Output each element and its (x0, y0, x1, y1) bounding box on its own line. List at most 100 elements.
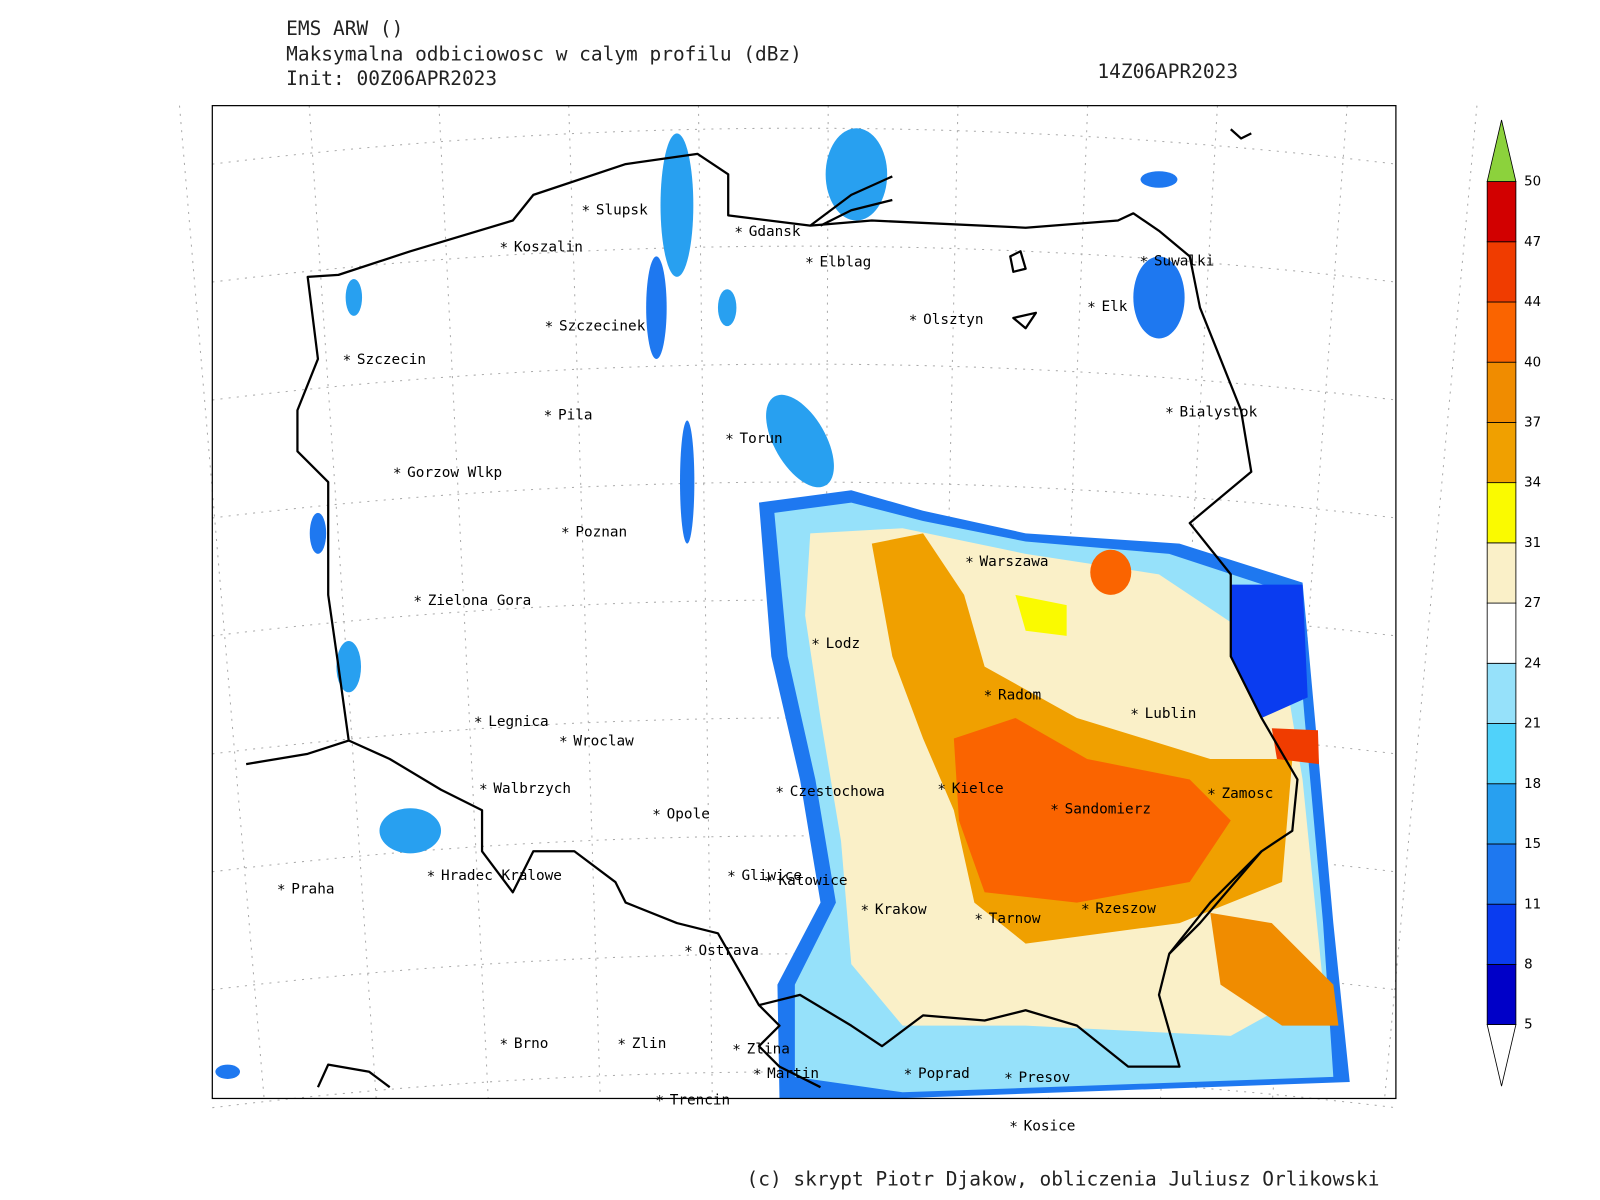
city-marker: * (545, 319, 554, 335)
city-label: Gliwice (742, 868, 802, 884)
graticule-line (697, 105, 713, 1099)
field-title: Maksymalna odbiciowosc w calym profilu (… (286, 43, 802, 66)
city-label: Opole (667, 806, 710, 822)
colorbar-band (1486, 482, 1517, 544)
city-label: Szczecin (357, 352, 426, 368)
graticule-line (178, 105, 265, 1099)
city-label: Hradec Kralowe (441, 868, 562, 884)
colorbar-band (1486, 843, 1517, 905)
city-label: Radom (998, 687, 1041, 703)
reflectivity-field (215, 128, 1350, 1099)
city-marker: * (1050, 802, 1059, 818)
colorbar-label: 31 (1524, 536, 1541, 551)
city-label: Suwalki (1154, 254, 1214, 270)
city-marker: * (734, 225, 743, 241)
city-label: Szczecinek (559, 318, 646, 334)
city-marker: * (909, 313, 918, 329)
colorbar-band (1486, 422, 1517, 484)
valid-time: 14Z06APR2023 (1097, 60, 1238, 83)
colorbar-band (1486, 903, 1517, 965)
colorbar-band (1486, 963, 1517, 1026)
city-label: Elblag (819, 255, 871, 271)
graticule-line (1384, 105, 1478, 1099)
graticule-line (308, 105, 377, 1099)
colorbar-label: 34 (1524, 476, 1541, 491)
colorbar-label: 27 (1524, 596, 1541, 611)
city-marker: * (499, 1037, 508, 1053)
city-label: Czestochowa (790, 784, 885, 800)
city-marker: * (725, 432, 734, 448)
model-title: EMS ARW () (286, 17, 403, 40)
colorbar-band (1486, 361, 1517, 423)
city-label: Torun (739, 431, 782, 447)
colorbar-band (1486, 783, 1517, 845)
city-label: Brno (514, 1036, 549, 1052)
city-marker: * (393, 466, 402, 482)
colorbar-band (1486, 662, 1517, 724)
city-marker: * (965, 555, 974, 571)
city-label: Sandomierz (1065, 801, 1151, 817)
city-marker: * (1165, 405, 1174, 421)
colorbar-label: 50 (1524, 175, 1541, 190)
city-label: Trencin (670, 1093, 730, 1109)
city-label: Gorzow Wlkp (407, 465, 502, 481)
city-marker: * (937, 782, 946, 798)
city-label: Slupsk (596, 202, 648, 218)
graticule-line (438, 105, 489, 1099)
city-marker: * (617, 1037, 626, 1053)
footer-credit: (c) skrypt Piotr Djakow, obliczenia Juli… (747, 1168, 1380, 1191)
city-label: Zielona Gora (428, 593, 532, 609)
city-marker: * (544, 409, 553, 425)
city-marker: * (1139, 255, 1148, 271)
city-label: Legnica (488, 714, 548, 730)
city-marker: * (1087, 300, 1096, 316)
graticule-line (212, 481, 1396, 519)
city-marker: * (727, 869, 736, 885)
city-label: Poprad (918, 1066, 970, 1082)
city-label: Kosice (1024, 1118, 1076, 1134)
city-marker: * (811, 637, 820, 653)
city-label: Martin (767, 1066, 819, 1082)
colorbar-label: 18 (1524, 777, 1541, 792)
colorbar-band (1486, 241, 1517, 303)
city-marker: * (582, 203, 591, 219)
map-frame (211, 105, 1397, 1100)
city-marker: * (984, 689, 993, 705)
colorbar-band (1486, 181, 1517, 243)
city-label: Lublin (1145, 706, 1197, 722)
colorbar-label: 47 (1524, 235, 1541, 250)
city-marker: * (559, 735, 568, 751)
city-label: Praha (291, 881, 334, 897)
city-label: Koszalin (514, 239, 583, 255)
city-marker: * (732, 1042, 741, 1058)
city-label: Bialystok (1179, 404, 1257, 420)
colorbar-label: 24 (1524, 656, 1541, 671)
city-marker: * (427, 869, 436, 885)
city-marker: * (479, 782, 488, 798)
city-label: Zlin (632, 1036, 667, 1052)
city-labels: * Slupsk * Koszalin * Gdansk * Elblag * Szczecine… (277, 202, 1273, 1135)
city-label: Poznan (575, 524, 627, 540)
colorbar-below (1486, 1024, 1517, 1087)
colorbar: 5 8 11 15 18 21 24 27 31 34 37 40 44 47 50 (1486, 119, 1541, 1087)
city-marker: * (1207, 787, 1216, 803)
city-label: Ostrava (698, 943, 758, 959)
city-marker: * (1004, 1071, 1013, 1087)
city-marker: * (1081, 902, 1090, 918)
graticule-line (212, 363, 1396, 401)
city-label: Lodz (826, 636, 861, 652)
graticule-line (1047, 105, 1089, 1099)
city-marker: * (343, 353, 352, 369)
colorbar-label: 5 (1524, 1018, 1532, 1033)
city-marker: * (561, 525, 570, 541)
colorbar-label: 11 (1524, 897, 1541, 912)
city-label: Kielce (952, 781, 1004, 797)
city-marker: * (1130, 707, 1139, 723)
colorbar-label: 15 (1524, 837, 1541, 852)
city-label: Tarnow (989, 911, 1041, 927)
city-marker: * (277, 882, 286, 898)
city-label: Warszawa (979, 554, 1048, 570)
graticule-line (1160, 105, 1218, 1099)
map-area: * Slupsk * Koszalin * Gdansk * Elblag * Szczecine… (178, 105, 1478, 1135)
